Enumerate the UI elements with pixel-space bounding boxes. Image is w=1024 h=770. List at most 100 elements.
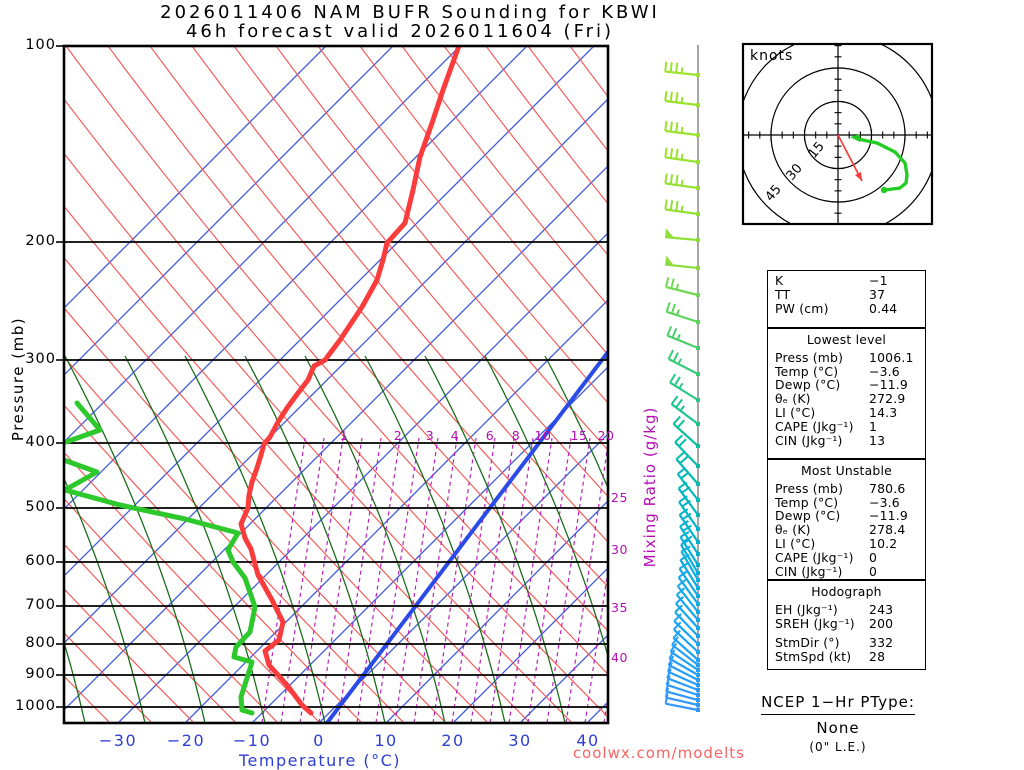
stat-row: θₑ (K) 278.4 — [768, 523, 925, 537]
wind-barb — [665, 228, 700, 242]
stat-value: −3.6 — [869, 363, 900, 379]
stat-row: StmSpd (kt) 28 — [768, 650, 925, 664]
temperature-tick-label: 10 — [374, 731, 398, 750]
mixing-ratio-line — [394, 437, 439, 722]
stat-label: Temp (°C) — [775, 494, 839, 510]
stat-section-header: Hodograph — [811, 584, 882, 599]
stat-label: Dewp (°C) — [775, 508, 841, 524]
indices-summary-box: K −1 TT 37 PW (cm) 0.44 — [767, 270, 926, 328]
ptype-value: None — [816, 719, 860, 737]
stat-value: 243 — [869, 601, 894, 617]
moist-adiabat-line — [484, 355, 607, 656]
stat-row: CAPE (Jkg⁻¹) 1 — [768, 418, 925, 434]
stat-label: TT — [775, 286, 791, 302]
isotherm-line — [453, 568, 607, 722]
moist-adiabat-line — [544, 355, 607, 488]
mixing-ratio-top-label: 3 — [425, 428, 435, 443]
isotherm-line — [65, 47, 326, 308]
wind-barb — [670, 395, 700, 426]
dry-adiabat-line — [65, 452, 320, 722]
stat-row: CIN (Jkg⁻¹) 0 — [768, 563, 925, 579]
mixing-ratio-line — [584, 573, 607, 722]
wind-barb — [664, 199, 700, 216]
dry-adiabat-line — [65, 498, 278, 722]
dry-adiabat-line — [66, 47, 607, 674]
temperature-axis-label: Temperature (°C) — [238, 751, 402, 770]
dewpoint-curve — [65, 400, 258, 716]
dry-adiabat-line — [234, 47, 607, 497]
mixing-ratio-top-label: 4 — [450, 428, 460, 443]
wind-barb — [669, 642, 700, 672]
stat-label: K — [775, 273, 784, 288]
mixing-ratio-line — [356, 437, 401, 722]
stat-value: 37 — [869, 286, 886, 302]
stat-row: SREH (Jkg⁻¹) 200 — [768, 616, 925, 631]
stat-value: 332 — [869, 635, 894, 651]
mixing-ratio-top-label: 1 — [339, 428, 349, 443]
mixing-ratio-top-label: 6 — [485, 428, 495, 443]
wind-barb — [665, 277, 700, 297]
pressure-tick-label: 600 — [25, 553, 56, 569]
stat-label: CAPE (Jkg⁻¹) — [775, 418, 854, 434]
hodograph-trace-arrowhead — [850, 134, 860, 142]
watermark-link[interactable]: coolwx.com/modelts — [572, 744, 745, 762]
moist-adiabat-line — [424, 355, 566, 722]
stat-label: Temp (°C) — [775, 363, 839, 379]
stat-value: 1 — [869, 418, 878, 434]
stat-row: Temp (°C) −3.6 — [768, 494, 925, 510]
stat-label: Press (mb) — [775, 480, 844, 496]
stat-row: Press (mb) 780.6 — [768, 480, 925, 496]
stat-row: StmDir (°) 332 — [768, 636, 925, 650]
temperature-tick-label: 0 — [313, 731, 325, 750]
stat-row: K −1 — [768, 274, 925, 288]
wind-barb — [664, 147, 700, 164]
wind-barb — [672, 415, 700, 448]
mixing-ratio-line — [299, 437, 344, 722]
dry-adiabat-line — [65, 206, 530, 722]
mixing-ratio-top-label: 15 — [570, 428, 588, 443]
stat-label: CIN (Jkg⁻¹) — [775, 563, 843, 579]
stat-value: 0 — [869, 549, 878, 565]
dry-adiabat-line — [402, 47, 607, 306]
storm-motion-arrow — [837, 134, 863, 182]
stat-value: 0 — [869, 563, 878, 579]
mixing-ratio-axis-label: Mixing Ratio (g/kg) — [641, 406, 659, 568]
isotherm-line — [252, 367, 607, 722]
stat-value: 13 — [869, 432, 886, 448]
stat-row: CAPE (Jkg⁻¹) 0 — [768, 549, 925, 565]
stat-row: LI (°C) 14.3 — [768, 406, 925, 420]
pressure-tick-label: 900 — [25, 666, 56, 682]
skewt-grid — [65, 47, 607, 722]
ptype-title: NCEP 1−Hr PType: — [761, 693, 915, 715]
wind-barb — [671, 636, 700, 667]
stat-value: −3.6 — [869, 494, 900, 510]
chart-title-line1: 2026011406 NAM BUFR Sounding for KBWI — [160, 2, 660, 23]
stat-value: −11.9 — [869, 377, 908, 393]
wind-barb — [679, 553, 700, 590]
wind-barb — [668, 649, 700, 677]
mixing-ratio-right-label: 35 — [611, 600, 628, 615]
wind-barb — [667, 349, 700, 376]
temperature-tick-label: 30 — [508, 731, 532, 750]
stat-label: Dewp (°C) — [775, 377, 841, 393]
stat-label: CAPE (Jkg⁻¹) — [775, 549, 854, 565]
mixing-ratio-line — [375, 437, 420, 722]
wind-barb — [679, 530, 700, 567]
wind-barb — [667, 655, 700, 682]
isotherm-line — [118, 233, 607, 722]
wind-barb-column — [664, 61, 700, 712]
mixing-ratio-right-label: 25 — [611, 490, 628, 505]
dry-adiabat-line — [65, 258, 488, 722]
stat-label: Press (mb) — [775, 349, 844, 365]
stat-section-header: Lowest level — [806, 332, 887, 347]
hodograph-stats-box: Hodograph EH (Jkg⁻¹) 243 SREH (Jkg⁻¹) 200 Stm… — [767, 580, 926, 670]
stat-row: Dewp (°C) −11.9 — [768, 378, 925, 392]
most-unstable-box: Most Unstable Press (mb) 780.6 Temp (°C) −3.… — [767, 459, 926, 580]
stat-label: LI (°C) — [775, 535, 816, 551]
moist-adiabat-line — [184, 355, 326, 722]
stat-value: 14.3 — [869, 404, 898, 420]
stat-label: θₑ (K) — [775, 391, 811, 407]
mixing-ratio-line — [318, 437, 363, 722]
isotherm-line — [65, 47, 527, 509]
